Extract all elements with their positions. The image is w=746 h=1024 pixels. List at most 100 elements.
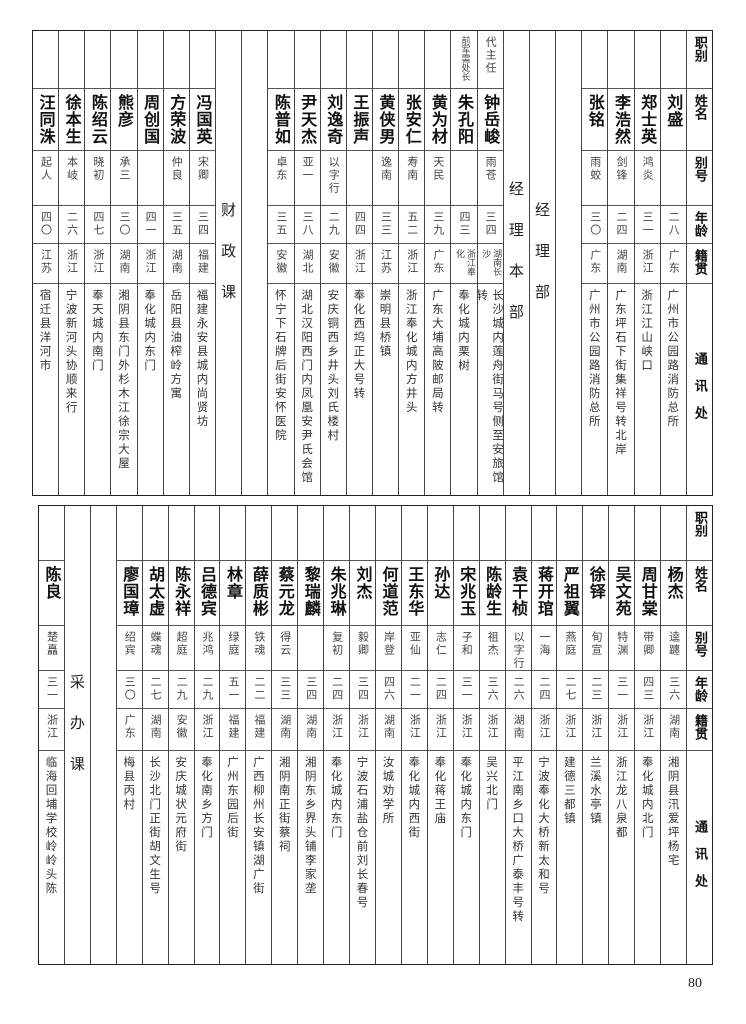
person-alias: 得云: [278, 631, 292, 657]
person-age-cell: 四三: [451, 206, 477, 244]
person-name: 陈永祥: [172, 566, 192, 617]
person-native-cell: 浙江: [324, 709, 350, 751]
person-row: 林章 绿庭 五一 福建 广州东园后街: [219, 506, 246, 964]
person-title-cell: [246, 506, 272, 561]
person-age-cell: 二二: [246, 671, 272, 709]
person-address: 梅县丙村: [122, 756, 137, 812]
person-row: 朱兆琳 复初 二四 浙江 奉化城内东门: [323, 506, 350, 964]
person-alias: 一海: [538, 631, 551, 657]
person-address-cell: 湖北汉阳西门内凤凰安尹氏会馆: [295, 284, 320, 495]
person-title-cell: [557, 506, 583, 561]
person-title-cell: [168, 506, 194, 561]
person-age-cell: 三一: [634, 206, 660, 244]
person-age-cell: 二四: [531, 671, 557, 709]
person-row: 尹天杰 亚一 三八 湖北 湖北汉阳西门内凤凰安尹氏会馆: [293, 31, 320, 495]
person-name-cell: 郑士英: [634, 89, 660, 151]
person-row: 冯国英 宋卿 三四 福建 福建永安县城内尚贤坊: [188, 31, 216, 495]
person-name-cell: 刘杰: [350, 561, 376, 626]
person-age-cell: 三〇: [582, 206, 608, 244]
person-name: 宋兆玉: [457, 566, 477, 617]
person-address: 岳阳县油榨岭方寓: [169, 289, 184, 401]
person-name-cell: 朱兆琳: [324, 561, 350, 626]
person-age: 三一: [615, 676, 629, 702]
person-row: 熊彦 承三 三〇 湖南 湘阴县东门外杉木江徐宗大屋: [110, 31, 137, 495]
person-native-cell: 湖南: [298, 709, 324, 751]
person-name: 徐铎: [586, 566, 606, 600]
person-row: 刘盛 二八 广东 广州市公园路消防总所: [659, 31, 686, 495]
person-age-cell: 二六: [505, 671, 531, 709]
person-name: 朱兆琳: [327, 566, 347, 617]
person-native-cell: 湖南: [272, 709, 298, 751]
person-age-cell: 四〇: [32, 206, 59, 244]
person-age: 三九: [431, 211, 445, 237]
person-native-cell: 浙江: [85, 244, 111, 284]
header-label: 职别: [691, 36, 707, 62]
person-native-cell: 安徽: [168, 709, 194, 751]
person-age: 二九: [327, 211, 341, 237]
person-name-cell: 陈绍云: [85, 89, 111, 151]
person-age: 三四: [484, 211, 498, 237]
header-label: 年龄: [691, 211, 707, 237]
person-native-cell: 浙江: [346, 244, 372, 284]
person-age: 三六: [667, 676, 681, 702]
person-native: 湖南: [117, 249, 131, 275]
person-row: 黎瑞麟 三四 湖南 湘阴东乡界头铺李家垄: [297, 506, 324, 964]
person-address-cell: 崇明县桥镇: [373, 284, 398, 495]
person-name-cell: 陈良: [39, 561, 64, 626]
person-alias-cell: 超庭: [168, 626, 194, 671]
person-name-cell: 尹天杰: [294, 89, 320, 151]
person-name-cell: 周创国: [137, 89, 163, 151]
section-label: 经理部: [532, 201, 551, 325]
person-title-cell: [220, 506, 246, 561]
person-alias-cell: [298, 626, 324, 671]
person-title-cell: [634, 31, 660, 89]
person-name-cell: 严祖翼: [557, 561, 583, 626]
person-address: 奉化城内栗树: [457, 289, 472, 373]
person-title-cell: [39, 506, 64, 561]
person-alias: 绍宾: [123, 631, 137, 657]
person-name-cell: 林章: [220, 561, 246, 626]
person-native-cell: 湖南长沙: [477, 244, 503, 284]
person-title-cell: [427, 506, 453, 561]
person-address: 建德三都镇: [562, 756, 577, 826]
header-alias: 别号: [687, 626, 712, 671]
person-title-cell: [268, 31, 294, 89]
person-age: 三四: [196, 211, 210, 237]
person-name: 陈良: [42, 566, 62, 600]
person-row: 徐铎 旬宣 二三 浙江 兰溪水亭镇: [582, 506, 609, 964]
person-alias: 雨蛟: [588, 156, 602, 182]
header-label: 别号: [692, 631, 708, 657]
person-native-cell: 浙江: [583, 709, 609, 751]
person-age: 三一: [45, 676, 59, 702]
person-name: 张铭: [585, 94, 605, 128]
person-age: 四七: [91, 211, 105, 237]
person-row: 陈良 楚矗 三一 浙江 临海回埔学校岭岭头陈: [39, 506, 64, 964]
person-address-cell: 福建永安县城内尚贤坊: [190, 284, 215, 495]
person-native: 广东: [667, 249, 681, 275]
section-label: 采办课: [67, 673, 86, 797]
person-name-cell: 吴文苑: [609, 561, 635, 626]
person-age: 三四: [304, 676, 318, 702]
person-title-cell: [399, 31, 425, 89]
person-alias: 晓初: [91, 156, 105, 182]
person-alias-cell: 燕庭: [557, 626, 583, 671]
header-address: 通讯处: [687, 284, 712, 495]
person-age: 三〇: [123, 676, 137, 702]
header-label: 籍贯: [691, 249, 707, 275]
person-name-cell: 王东华: [401, 561, 427, 626]
person-title-cell: [635, 506, 661, 561]
person-address-cell: 浙江江山峡口: [635, 284, 660, 495]
person-age: 二七: [149, 676, 163, 702]
person-age-cell: 二九: [194, 671, 220, 709]
person-address: 长沙城内莲舟街马号侧至安旅馆转: [477, 289, 503, 485]
person-address: 怀宁下石牌后街安怀医院: [273, 289, 288, 443]
person-native-cell: 浙江: [634, 244, 660, 284]
person-name: 孙达: [431, 566, 451, 600]
person-alias-cell: 卓东: [268, 151, 294, 206]
person-alias: 毅卿: [356, 631, 370, 657]
person-alias: 雨苍: [484, 156, 498, 182]
person-title-cell: [294, 31, 320, 89]
person-row: 薛质彬 铁魂 二二 福建 广西柳州长安镇湖广街: [245, 506, 272, 964]
person-name-cell: 袁干桢: [505, 561, 531, 626]
person-row: 徐本生 本岐 二六 浙江 宁波新河头协顺来行: [58, 31, 85, 495]
